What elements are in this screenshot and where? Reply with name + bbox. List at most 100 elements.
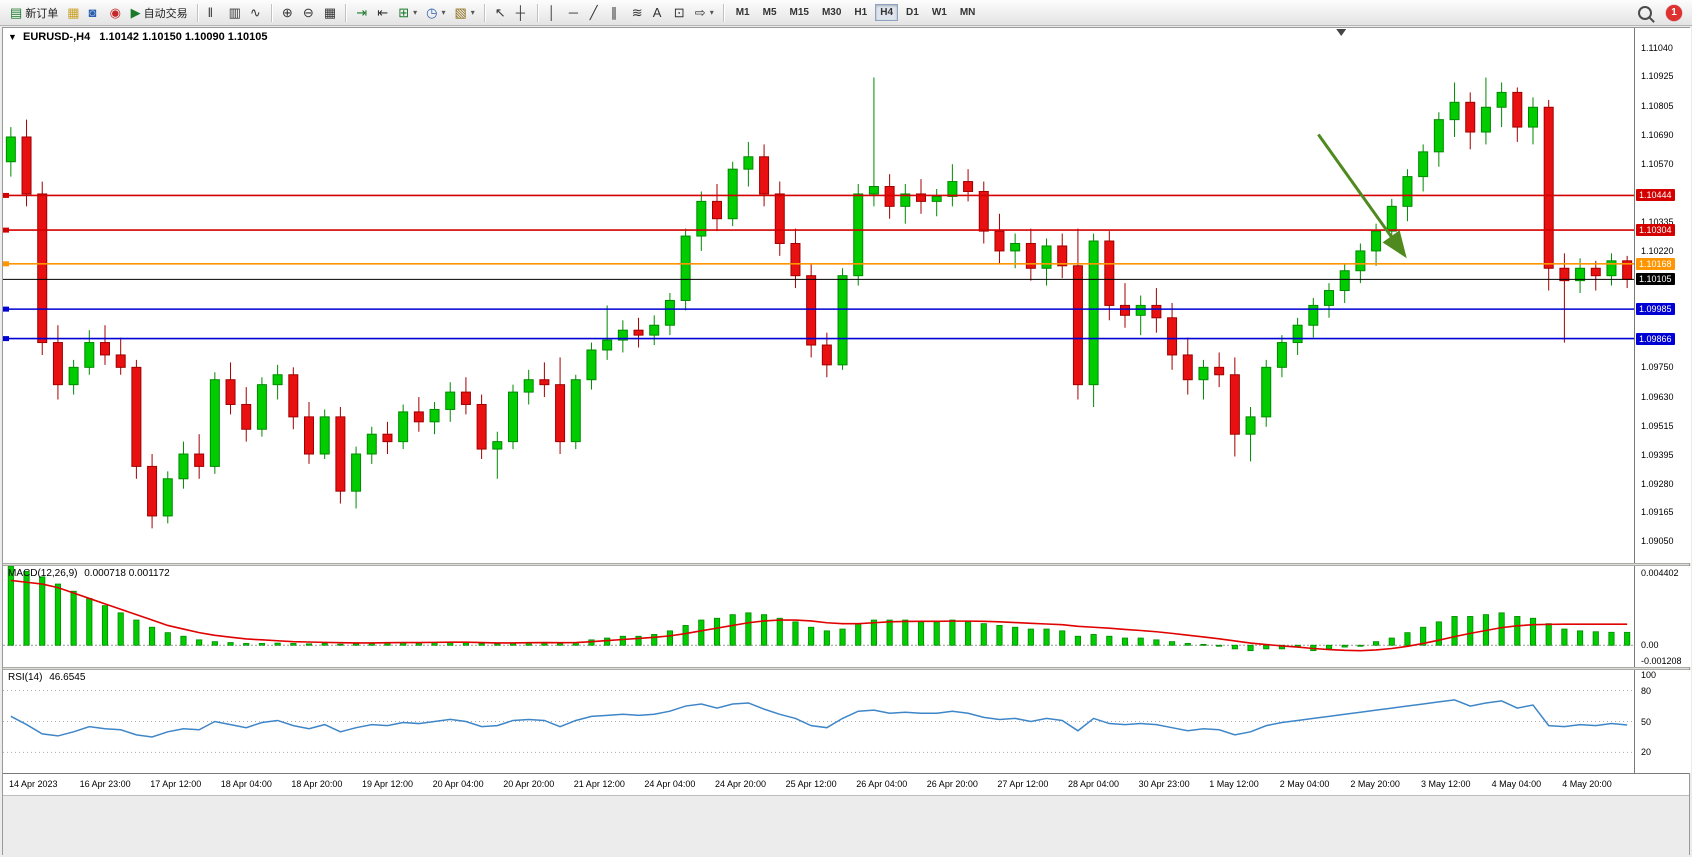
time-tick: 27 Apr 12:00	[997, 779, 1049, 789]
time-tick: 16 Apr 23:00	[79, 779, 131, 789]
megaphone-icon: ◉	[109, 5, 121, 20]
price-tick: 1.10570	[1641, 159, 1674, 170]
pane-splitter[interactable]	[3, 667, 1689, 670]
search-button[interactable]	[1634, 3, 1656, 23]
timeframe-h1-button[interactable]: H1	[849, 4, 872, 21]
cursor-button[interactable]: ↖	[491, 3, 511, 23]
profiles-button[interactable]: ▦	[63, 3, 83, 23]
price-tick: 1.10690	[1641, 129, 1674, 140]
auto-scroll-button[interactable]: ⇥	[352, 3, 372, 23]
time-tick: 17 Apr 12:00	[150, 779, 202, 789]
tile-windows-button[interactable]: ▦	[320, 3, 340, 23]
price-tick: 1.09165	[1641, 507, 1674, 518]
indicators-button[interactable]: ⊞ ▾	[394, 3, 421, 23]
fibonacci-icon: ≋	[631, 5, 643, 20]
main-chart-pane[interactable]: ▼ EURUSD-,H4 1.10142 1.10150 1.10090 1.1…	[3, 28, 1635, 563]
timeframe-m1-button[interactable]: M1	[731, 4, 755, 21]
templates-button[interactable]: ▧ ▾	[450, 3, 478, 23]
timeframe-d1-button[interactable]: D1	[901, 4, 924, 21]
line-chart-icon: ∿	[249, 5, 261, 20]
clock-icon: ◷	[426, 5, 438, 20]
macd-axis-min: -0.001208	[1641, 656, 1682, 666]
label-icon: ⊡	[673, 5, 685, 20]
time-tick: 4 May 04:00	[1491, 779, 1542, 789]
price-tick: 1.09395	[1641, 450, 1674, 461]
symbol-header: ▼ EURUSD-,H4 1.10142 1.10150 1.10090 1.1…	[8, 31, 268, 43]
vertical-line-icon: │	[547, 5, 556, 20]
vertical-line-button[interactable]: │	[544, 3, 564, 23]
toolbar-separator	[483, 3, 486, 22]
ohlc-values: 1.10142 1.10150 1.10090 1.10105	[99, 31, 268, 43]
horizontal-line-button[interactable]: ─	[565, 3, 585, 23]
crosshair-button[interactable]: ┼	[512, 3, 532, 23]
rsi-line	[10, 699, 1628, 738]
crosshair-icon: ┼	[515, 5, 525, 20]
new-order-button-label: 新订单	[25, 7, 59, 20]
alerts-button[interactable]: ◉	[106, 3, 126, 23]
time-axis[interactable]: 14 Apr 2023 16 Apr 23:00 17 Apr 12:00 18 Ap…	[3, 773, 1689, 795]
toolbar-separator	[536, 3, 539, 22]
channel-icon: ∥	[610, 5, 618, 20]
search-icon	[1638, 5, 1652, 20]
label-button[interactable]: ⊡	[670, 3, 690, 23]
time-tick: 20 Apr 20:00	[503, 779, 555, 789]
rsi-level-label: 80	[1641, 685, 1652, 696]
timeframe-m15-button[interactable]: M15	[785, 4, 814, 21]
macd-axis-max: 0.004402	[1641, 568, 1679, 578]
time-tick: 28 Apr 04:00	[1068, 779, 1120, 789]
notification-badge[interactable]: 1	[1666, 4, 1682, 21]
chart-window-icon: ◙	[88, 5, 97, 20]
channel-button[interactable]: ∥	[607, 3, 627, 23]
timeframe-m5-button[interactable]: M5	[758, 4, 782, 21]
arrows-button[interactable]: ⇨ ▾	[691, 3, 718, 23]
price-axis[interactable]: 1.11040 1.10925 1.10805 1.10690 1.10570 1.104…	[1635, 28, 1691, 563]
time-tick: 20 Apr 04:00	[432, 779, 484, 789]
pane-splitter[interactable]	[3, 563, 1689, 566]
timeframe-w1-button[interactable]: W1	[927, 4, 952, 21]
dropdown-caret-icon: ▾	[470, 8, 475, 17]
charts-button[interactable]: ◙	[85, 3, 105, 23]
time-tick: 26 Apr 04:00	[856, 779, 908, 789]
trendline-button[interactable]: ╱	[586, 3, 606, 23]
price-line-label: 1.10304	[1636, 224, 1675, 237]
chart-shift-button[interactable]: ⇤	[373, 3, 393, 23]
price-line-label: 1.09866	[1636, 332, 1675, 345]
auto-trading-button[interactable]: ▶ 自动交易	[127, 3, 192, 23]
fibonacci-button[interactable]: ≋	[628, 3, 648, 23]
rsi-header: RSI(14) 46.6545	[8, 672, 85, 683]
time-tick: 2 May 04:00	[1279, 779, 1330, 789]
timeframe-mn-button[interactable]: MN	[955, 4, 981, 21]
candlestick-icon: ▥	[228, 5, 241, 20]
price-tick: 1.11040	[1641, 42, 1673, 53]
cursor-arrow-icon: ↖	[494, 5, 506, 20]
time-tick: 18 Apr 04:00	[220, 779, 272, 789]
profiles-icon: ▦	[67, 5, 80, 20]
rsi-pane[interactable]: RSI(14) 46.6545	[3, 670, 1635, 773]
symbol-timeframe-label: EURUSD-,H4	[22, 31, 91, 43]
zoom-out-button[interactable]: ⊖	[299, 3, 319, 23]
text-icon: A	[652, 5, 662, 20]
macd-header: MACD(12,26,9) 0.000718 0.001172	[8, 568, 170, 579]
dropdown-caret-icon: ▾	[709, 8, 714, 17]
current-price-label: 1.10105	[1636, 273, 1675, 286]
time-tick: 30 Apr 23:00	[1138, 779, 1190, 789]
bottom-strip	[3, 795, 1689, 856]
zoom-in-button[interactable]: ⊕	[278, 3, 298, 23]
rsi-level-label: 50	[1641, 716, 1652, 727]
text-button[interactable]: A	[649, 3, 669, 23]
timeframe-m30-button[interactable]: M30	[817, 4, 846, 21]
time-tick: 1 May 12:00	[1209, 779, 1259, 789]
toolbar-separator	[722, 3, 725, 22]
auto-trading-button-label: 自动交易	[143, 7, 188, 20]
bar-chart-button[interactable]: ‖	[204, 3, 224, 23]
macd-pane[interactable]: MACD(12,26,9) 0.000718 0.001172	[3, 566, 1635, 667]
timeframe-h4-button[interactable]: H4	[875, 4, 899, 21]
candlestick-chart-button[interactable]: ▥	[225, 3, 245, 23]
new-order-icon: ▤	[10, 5, 23, 20]
new-order-button[interactable]: ▤ 新订单	[6, 3, 62, 23]
line-chart-button[interactable]: ∿	[246, 3, 266, 23]
price-tick: 1.09515	[1641, 420, 1674, 431]
periods-button[interactable]: ◷ ▾	[422, 3, 449, 23]
one-click-trading-toggle[interactable]: ▼	[8, 32, 17, 42]
